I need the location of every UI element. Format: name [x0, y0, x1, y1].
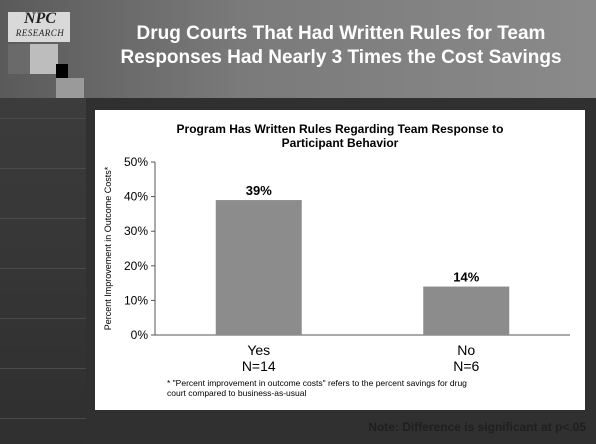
bar-chart: 0% 10% 20% 30% 40% 50% Percent Improvement in … [103, 155, 570, 374]
left-band [0, 98, 86, 444]
y-tick-label: 40% [124, 190, 148, 204]
bar-yes [215, 200, 302, 335]
chart-title: Program Has Written Rules Regarding Team… [95, 122, 585, 150]
x-tick-sublabel: N=14 [242, 358, 276, 374]
decor-square-light [30, 44, 58, 74]
chart-footnote: * "Percent improvement in outcome costs"… [167, 378, 577, 398]
data-label: 39% [246, 183, 272, 198]
slide-title: Drug Courts That Had Written Rules for T… [96, 22, 586, 70]
x-tick-label: Yes [247, 342, 270, 358]
significance-note: Note: Difference is significant at p<.05 [368, 420, 586, 434]
decor-square-black [56, 64, 68, 78]
x-tick-label: No [457, 342, 475, 358]
y-axis-label: Percent Improvement in Outcome Costs* [103, 166, 113, 330]
chart-title-line2: Participant Behavior [281, 136, 399, 150]
y-tick-label: 10% [124, 293, 148, 307]
y-tick-label: 30% [124, 224, 148, 238]
footnote-line1: * "Percent improvement in outcome costs"… [167, 378, 467, 388]
y-tick-label: 50% [124, 155, 148, 169]
decor-square-mid [56, 78, 84, 98]
logo-text: NPC RESEARCH [10, 10, 70, 40]
chart-panel: Program Has Written Rules Regarding Team… [95, 110, 585, 410]
logo-text-big: NPC [24, 10, 56, 27]
header-band [0, 0, 596, 98]
bar-no [423, 286, 510, 335]
y-tick-label: 20% [124, 259, 148, 273]
slide-title-line2: Responses Had Nearly 3 Times the Cost Sa… [120, 47, 562, 68]
slide-title-line1: Drug Courts That Had Written Rules for T… [136, 23, 546, 44]
data-label: 14% [453, 270, 479, 285]
npc-research-logo [8, 12, 70, 42]
y-tick-label: 0% [131, 328, 149, 342]
chart-title-line1: Program Has Written Rules Regarding Team… [176, 122, 504, 136]
footnote-line2: court compared to business-as-usual [167, 388, 307, 398]
x-tick-sublabel: N=6 [453, 358, 479, 374]
decor-square-dark [8, 44, 30, 74]
logo-text-small: RESEARCH [15, 28, 65, 38]
